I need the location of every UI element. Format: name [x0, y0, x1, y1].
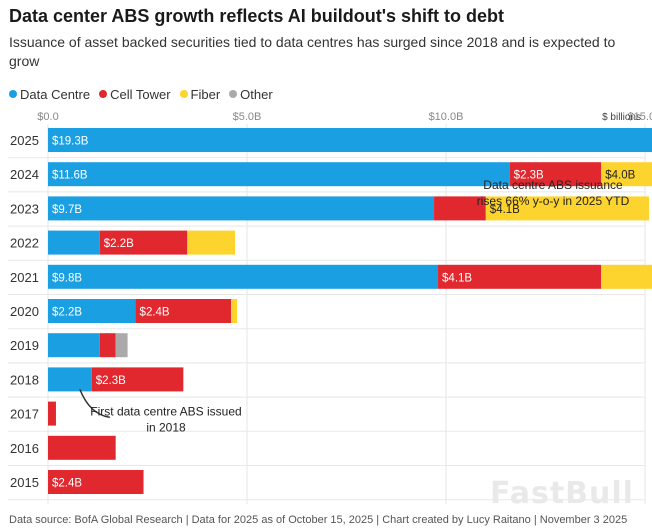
data-label: $2.2B — [52, 307, 82, 319]
category-label: 2022 — [10, 236, 39, 251]
data-label: $4.1B — [490, 204, 520, 216]
x-tick-label: $15.0B — [628, 111, 652, 123]
bar-segment — [48, 470, 144, 494]
legend-swatch-other — [229, 90, 238, 98]
bar-segment — [115, 333, 128, 358]
category-label: 2024 — [10, 167, 39, 182]
watermark-logo: FastBull — [490, 476, 634, 511]
data-label: $9.7B — [52, 204, 82, 216]
data-label: $9.8B — [52, 272, 82, 284]
annotation-text: rises 66% y-o-y in 2025 YTD — [477, 194, 630, 208]
bar-segment — [48, 435, 116, 460]
data-label: $2.3B — [96, 375, 126, 387]
bar-segment — [48, 401, 56, 426]
data-label: $11.6B — [52, 170, 88, 182]
legend-label: Data Centre — [20, 86, 91, 102]
bar-segment — [48, 230, 100, 255]
bar-segment — [99, 333, 116, 358]
bar-segment — [509, 162, 602, 187]
category-label: 2025 — [10, 133, 39, 148]
legend-label: Cell Tower — [110, 86, 171, 102]
footer-source: Data source: BofA Global Research | Data… — [9, 514, 628, 526]
data-label: $19.3B — [52, 136, 89, 148]
legend-item-fiber: Fiber — [179, 85, 221, 103]
bar-segment — [438, 264, 602, 289]
stacked-bar-chart: $0.0$5.0B$10.0B$15.0B$20.0B$25.0B$ billi… — [8, 111, 652, 504]
data-label: $2.4B — [140, 307, 170, 319]
bar-segment — [91, 367, 184, 392]
bar-segment — [231, 299, 238, 323]
bar-segment — [48, 299, 136, 323]
category-label: 2018 — [10, 372, 39, 387]
annotation-text: Data centre ABS issuance — [483, 178, 623, 192]
unit-label: $ billions — [602, 112, 641, 123]
bar-segment — [48, 196, 435, 221]
bar-segment — [485, 196, 649, 221]
legend-swatch-fiber — [179, 90, 188, 98]
bar-segment — [99, 230, 188, 255]
legend-swatch-cell-tower — [99, 90, 108, 98]
category-label: 2021 — [10, 270, 39, 285]
x-tick-label: $10.0B — [429, 111, 464, 123]
annotation-leader — [79, 389, 110, 419]
bar-segment — [187, 230, 236, 255]
x-tick-label: $0.0 — [37, 111, 58, 123]
category-label: 2023 — [10, 201, 39, 216]
bar-segment — [48, 162, 510, 187]
bar-segment — [48, 367, 92, 392]
legend-swatch-data-centre — [9, 90, 17, 98]
data-label: $4.1B — [442, 272, 472, 284]
category-label: 2019 — [10, 338, 39, 353]
legend-label: Other — [240, 86, 273, 102]
category-label: 2020 — [10, 304, 39, 319]
legend-item-other: Other — [229, 85, 273, 103]
annotation-text: First data centre ABS issued — [90, 404, 241, 418]
category-label: 2015 — [10, 475, 39, 490]
bar-segment — [601, 162, 652, 187]
bar-segment — [48, 333, 100, 358]
x-tick-label: $5.0B — [233, 111, 262, 123]
chart-title: Data center ABS growth reflects AI build… — [9, 6, 504, 26]
legend: Data Centre Cell Tower Fiber Other — [9, 85, 273, 103]
data-label: $2.2B — [104, 238, 134, 250]
legend-item-cell-tower: Cell Tower — [99, 85, 171, 103]
bar-segment — [48, 264, 439, 289]
legend-label: Fiber — [190, 86, 221, 102]
data-label: $2.3B — [514, 170, 544, 182]
bar-segment — [601, 264, 652, 289]
legend-item-data-centre: Data Centre — [9, 85, 90, 103]
bar-segment — [434, 196, 486, 221]
category-label: 2017 — [10, 407, 39, 422]
category-label: 2016 — [10, 441, 39, 456]
bar-segment — [48, 128, 652, 152]
data-label: $2.4B — [52, 478, 82, 490]
chart-subtitle: Issuance of asset backed securities tied… — [9, 34, 616, 69]
bar-segment — [135, 299, 232, 323]
annotation-text: in 2018 — [146, 420, 186, 434]
data-label: $4.0B — [605, 170, 635, 182]
